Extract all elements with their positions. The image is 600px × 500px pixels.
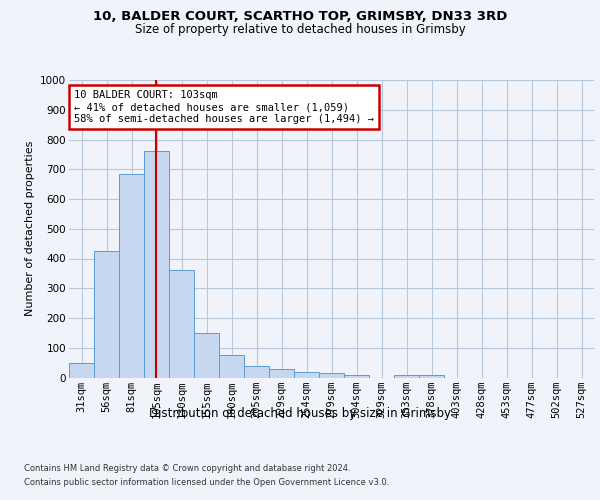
Bar bbox=[394, 375, 419, 378]
Bar bbox=[319, 373, 344, 378]
Text: Contains public sector information licensed under the Open Government Licence v3: Contains public sector information licen… bbox=[24, 478, 389, 487]
Text: 10, BALDER COURT, SCARTHO TOP, GRIMSBY, DN33 3RD: 10, BALDER COURT, SCARTHO TOP, GRIMSBY, … bbox=[93, 10, 507, 23]
Bar bbox=[169, 270, 194, 378]
Bar bbox=[145, 152, 169, 378]
Bar bbox=[269, 369, 293, 378]
Bar bbox=[419, 374, 443, 378]
Text: Distribution of detached houses by size in Grimsby: Distribution of detached houses by size … bbox=[149, 408, 451, 420]
Bar bbox=[194, 333, 218, 378]
Bar bbox=[94, 251, 119, 378]
Y-axis label: Number of detached properties: Number of detached properties bbox=[25, 141, 35, 316]
Bar bbox=[119, 174, 143, 378]
Bar bbox=[70, 362, 94, 378]
Bar bbox=[344, 374, 368, 378]
Text: Size of property relative to detached houses in Grimsby: Size of property relative to detached ho… bbox=[134, 24, 466, 36]
Bar bbox=[295, 372, 319, 378]
Text: Contains HM Land Registry data © Crown copyright and database right 2024.: Contains HM Land Registry data © Crown c… bbox=[24, 464, 350, 473]
Bar bbox=[244, 366, 269, 378]
Bar bbox=[220, 355, 244, 378]
Text: 10 BALDER COURT: 103sqm
← 41% of detached houses are smaller (1,059)
58% of semi: 10 BALDER COURT: 103sqm ← 41% of detache… bbox=[74, 90, 374, 124]
